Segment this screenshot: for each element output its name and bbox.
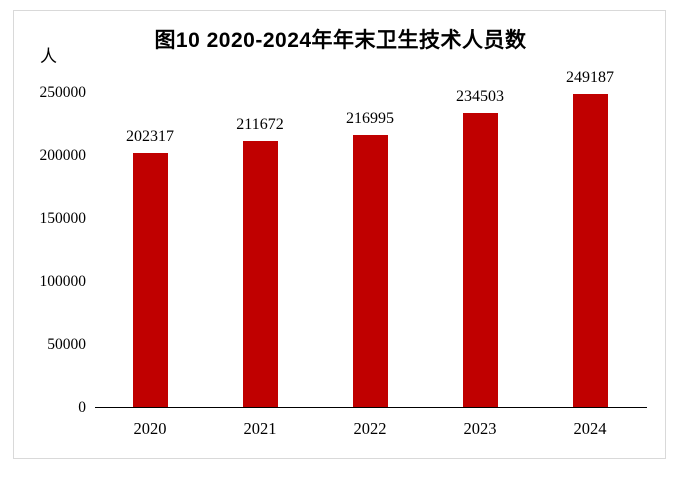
bar-2023 (462, 112, 498, 408)
x-axis-line (95, 406, 647, 408)
y-tick-label: 200000 (39, 147, 87, 164)
chart-title: 图10 2020-2024年年末卫生技术人员数 (154, 29, 527, 52)
x-tick-label-2023: 2023 (463, 419, 497, 438)
plot-area: 202317 211672 216995 234503 249187 (95, 70, 647, 408)
bar-value-label-2020: 202317 (126, 128, 174, 146)
x-tick-label-2022: 2022 (353, 419, 387, 438)
x-tick-label-2021: 2021 (243, 419, 277, 438)
y-tick-label: 50000 (47, 336, 86, 353)
x-tick-label-2020: 2020 (133, 419, 167, 438)
y-axis-unit-label: 人 (40, 47, 57, 66)
bar-2021 (242, 141, 278, 408)
bar-2020 (132, 153, 168, 408)
bar-value-label-2023: 234503 (456, 87, 504, 105)
x-tick-label-2024: 2024 (573, 419, 607, 438)
y-tick-label: 150000 (39, 210, 87, 227)
chart-frame (13, 10, 666, 459)
y-tick-label: 250000 (39, 84, 87, 101)
bar-2024 (572, 94, 608, 408)
y-tick-label: 100000 (39, 273, 87, 290)
bar-value-label-2022: 216995 (346, 109, 394, 127)
bar-value-label-2021: 211672 (236, 116, 284, 134)
bar-2022 (352, 134, 388, 408)
y-tick-label: 0 (78, 399, 86, 416)
bar-value-label-2024: 249187 (566, 69, 614, 87)
